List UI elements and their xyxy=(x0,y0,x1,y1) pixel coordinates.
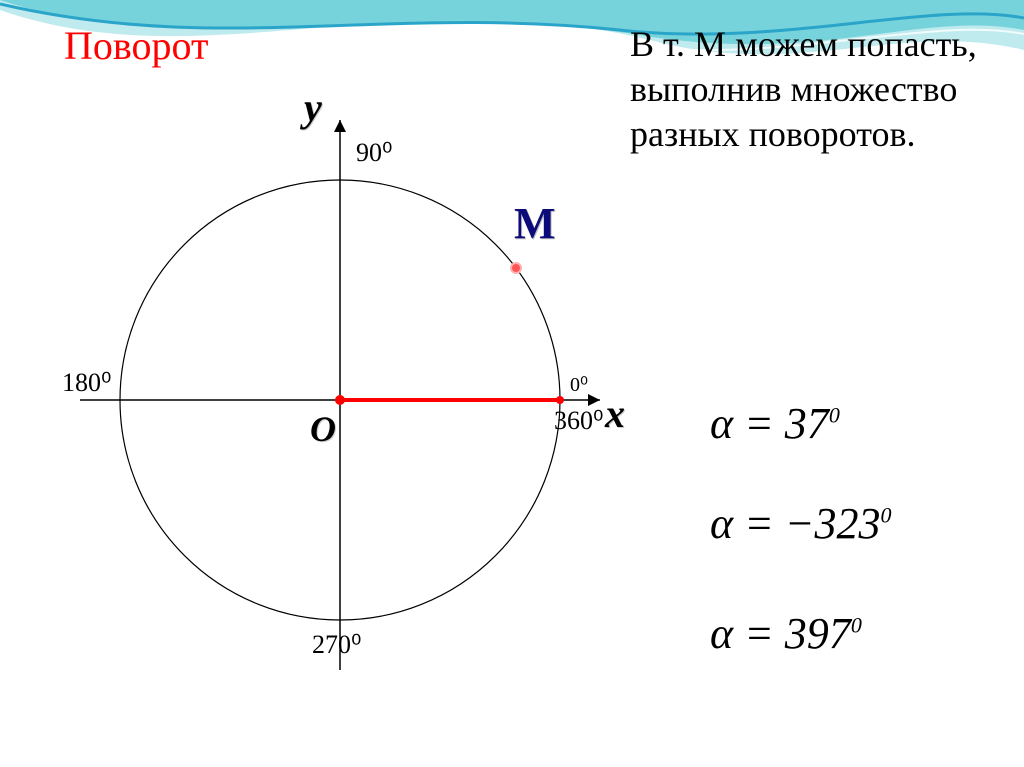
angle-0-label: 0⁰ xyxy=(570,372,588,397)
eq-text: = 397 xyxy=(733,609,851,658)
equation-2: α = −3230 xyxy=(710,498,892,549)
angle-180-label: 180⁰ xyxy=(62,368,111,398)
eq-text: = −323 xyxy=(733,499,880,548)
equation-3: α = 3970 xyxy=(710,608,862,659)
y-axis-label: y xyxy=(304,84,322,131)
origin-label: O xyxy=(310,408,336,450)
diagram-svg xyxy=(60,90,620,710)
eq-sup: 0 xyxy=(851,612,862,637)
point-m-dot xyxy=(511,263,521,273)
alpha-symbol: α xyxy=(710,499,733,548)
eq-sup: 0 xyxy=(829,402,840,427)
x-axis-label: x xyxy=(605,390,625,437)
equation-1: α = 370 xyxy=(710,398,840,449)
origin-dot xyxy=(335,395,345,405)
unit-circle-diagram: y x O 90⁰ 0⁰ 360⁰ 180⁰ 270⁰ M xyxy=(60,90,620,710)
alpha-symbol: α xyxy=(710,609,733,658)
slide-title: Поворот xyxy=(64,22,208,69)
body-text: В т. М можем попасть, выполнив множество… xyxy=(630,22,990,157)
x-axis-arrow xyxy=(588,394,600,406)
zero-deg-dot xyxy=(556,396,564,404)
eq-text: = 37 xyxy=(733,399,829,448)
angle-360-label: 360⁰ xyxy=(554,406,603,436)
angle-270-label: 270⁰ xyxy=(312,630,361,660)
eq-sup: 0 xyxy=(881,502,892,527)
alpha-symbol: α xyxy=(710,399,733,448)
point-m-label: M xyxy=(514,198,556,249)
angle-90-label: 90⁰ xyxy=(356,138,392,168)
y-axis-arrow xyxy=(334,120,346,132)
